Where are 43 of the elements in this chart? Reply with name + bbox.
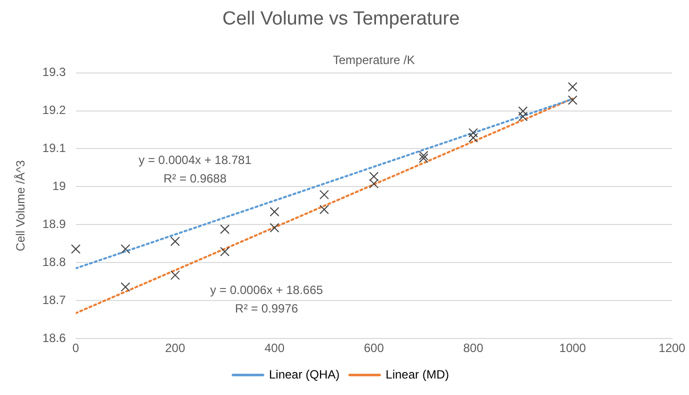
y-tick-label: 18.7: [42, 292, 66, 307]
y-tick-label: 19.1: [42, 141, 66, 156]
x-tick-label: 600: [364, 341, 384, 356]
point: [319, 204, 329, 214]
point: [319, 190, 329, 200]
point: [468, 128, 478, 138]
x-tick-label: 400: [264, 341, 285, 356]
point: [120, 282, 130, 292]
point: [518, 106, 528, 116]
annotation: y = 0.0006x + 18.665: [210, 283, 324, 298]
y-tick-label: 19: [52, 179, 66, 194]
point: [270, 207, 280, 217]
y-tick-label: 18.9: [42, 217, 66, 231]
point: [220, 224, 230, 234]
chart-title: Cell Volume vs Temperature: [222, 8, 460, 30]
point: [418, 150, 428, 160]
point: [518, 112, 528, 122]
y-axis-title: Cell Volume /Å^3: [14, 160, 28, 252]
y-tick-label: 18.8: [42, 254, 66, 269]
legend-label: Linear (QHA): [268, 367, 340, 382]
point: [220, 246, 230, 256]
x-axis-title: Temperature /K: [332, 53, 415, 68]
point: [120, 244, 130, 254]
point: [468, 132, 478, 142]
annotation: R² = 0.9688: [163, 171, 227, 186]
x-tick-label: 200: [165, 341, 186, 356]
legend-label: Linear (MD): [386, 367, 450, 382]
x-tick-label: 0: [72, 341, 80, 356]
x-tick-label: 800: [463, 341, 484, 356]
point: [568, 82, 578, 92]
x-tick-label: 1000: [559, 341, 586, 356]
point: [170, 270, 180, 280]
point: [170, 236, 180, 246]
point: [71, 244, 80, 254]
point: [270, 222, 280, 232]
y-tick-label: 19.2: [42, 103, 66, 118]
y-tick-label: 18.6: [42, 330, 66, 345]
y-tick-label: 19.3: [42, 65, 66, 80]
point: [568, 95, 578, 105]
x-tick-label: 1200: [658, 341, 686, 356]
point: [418, 153, 428, 163]
annotation: y = 0.0004x + 18.781: [138, 152, 252, 167]
annotation: R² = 0.9976: [235, 302, 298, 316]
